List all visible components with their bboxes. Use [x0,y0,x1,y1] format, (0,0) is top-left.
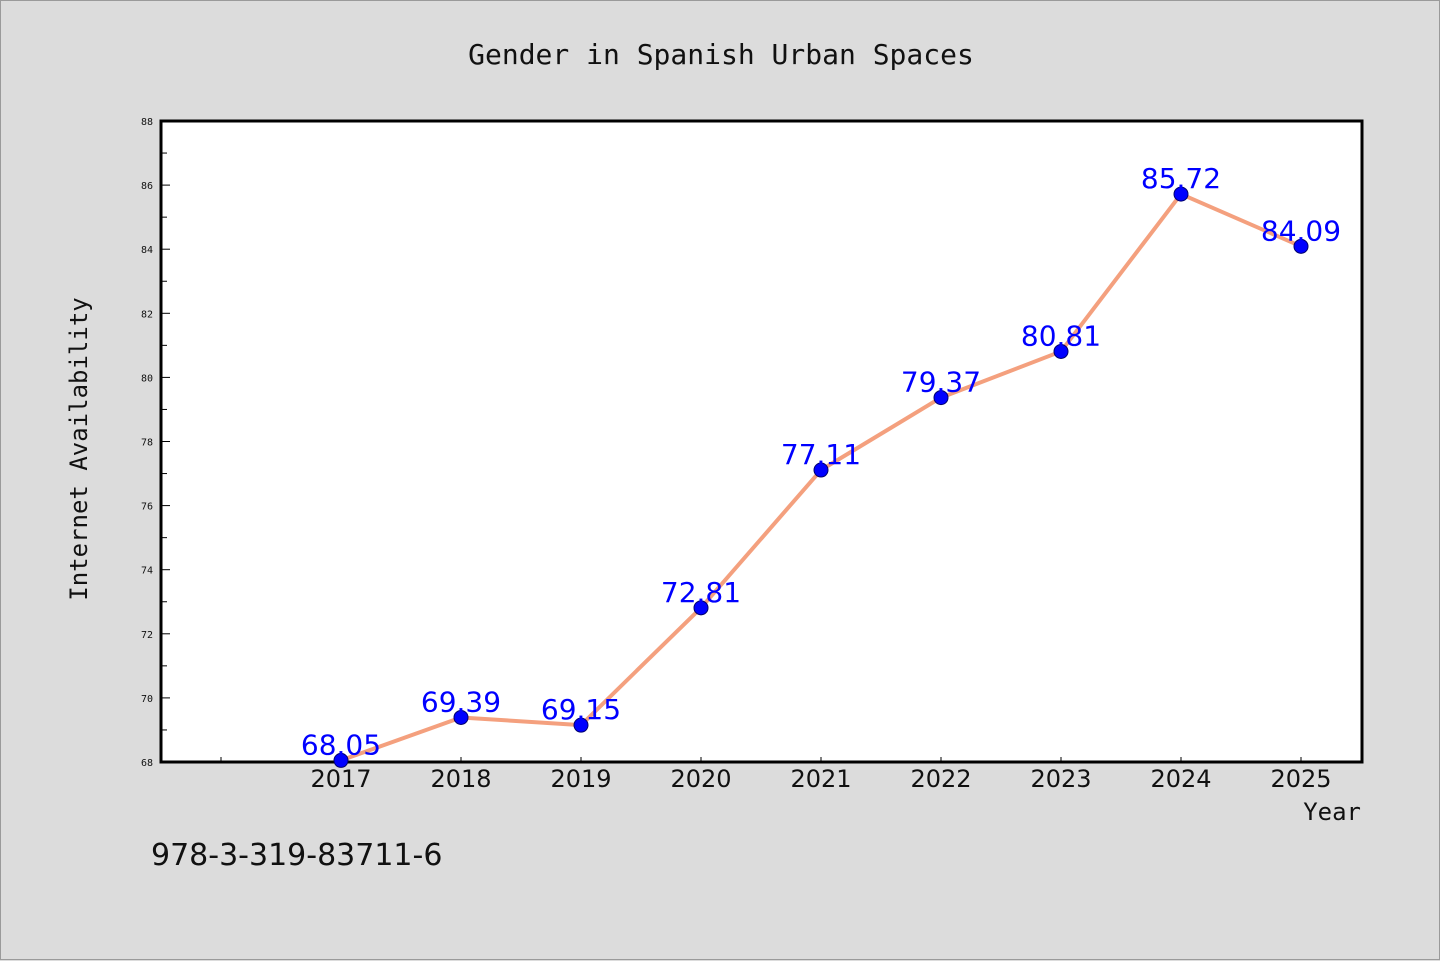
data-label: 69.15 [541,693,621,726]
y-axis-label: Internet Availability [65,297,93,600]
data-point [1293,238,1309,254]
data-point [573,717,589,733]
y-tick-label: 82 [141,309,153,320]
x-tick-label: 2022 [910,765,971,793]
data-label: 80.81 [1021,319,1101,352]
x-axis: 2017 2018 2019 2020 2021 2022 2023 2024 2025 [220,757,1332,793]
y-tick-label: 74 [141,566,153,577]
chart-title: Gender in Spanish Urban Spaces [468,38,974,71]
y-tick-label: 78 [141,438,153,449]
y-tick-label: 84 [141,245,153,256]
x-axis-label: Year [1303,798,1361,826]
x-tick-label: 2023 [1030,765,1091,793]
annotation-text: 978-3-319-83711-6 [151,838,442,873]
x-tick-label: 2021 [790,765,851,793]
y-tick-label: 72 [141,630,153,641]
data-point [933,390,949,406]
data-label: 69.39 [421,685,501,718]
data-label: 79.37 [901,366,981,399]
x-tick-label: 2019 [550,765,611,793]
data-point [813,462,829,478]
y-tick-label: 88 [141,117,153,128]
x-tick-label: 2018 [430,765,491,793]
data-point [1053,343,1069,359]
data-point [333,752,349,768]
x-tick-label: 2017 [310,765,371,793]
data-point [453,709,469,725]
data-label: 84.09 [1261,214,1341,247]
y-axis: 68 70 72 74 76 78 80 82 84 86 88 [141,117,170,769]
y-tick-label: 76 [141,502,153,513]
data-label: 72.81 [661,576,741,609]
y-tick-label: 80 [141,373,153,384]
plot-area [159,119,1364,764]
x-tick-label: 2024 [1150,765,1211,793]
y-tick-label: 86 [141,181,153,192]
series-layer: 68.05 69.39 69.15 72.81 77.11 79.37 80.81 85.72… [301,162,1341,768]
data-label: 77.11 [781,438,861,471]
data-label: 68.05 [301,728,381,761]
x-tick-label: 2020 [670,765,731,793]
data-point [1173,186,1189,202]
data-label: 85.72 [1141,162,1221,195]
y-tick-label: 70 [141,694,153,705]
x-tick-label: 2025 [1270,765,1331,793]
y-tick-label: 68 [141,758,153,769]
data-point [693,600,709,616]
